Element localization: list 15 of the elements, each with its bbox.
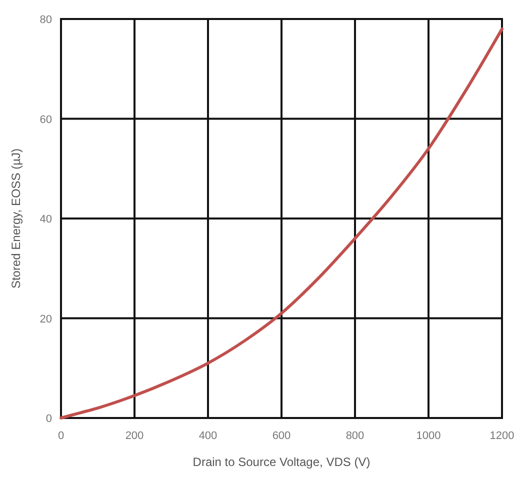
x-tick-label: 800 — [346, 430, 364, 442]
y-tick-label: 0 — [46, 413, 52, 425]
y-tick-label: 40 — [40, 214, 52, 226]
x-tick-label: 600 — [272, 430, 291, 442]
line-series — [60, 27, 504, 420]
x-tick-label: 200 — [125, 430, 144, 442]
y-tick-label: 60 — [40, 114, 52, 126]
x-axis-title: Drain to Source Voltage, VDS (V) — [192, 455, 370, 469]
x-tick-label: 1000 — [416, 430, 441, 442]
x-tick-label: 0 — [58, 430, 64, 442]
y-tick-label: 20 — [40, 313, 52, 326]
x-tick-label: 400 — [198, 430, 218, 442]
y-axis-title: Stored Energy, EOSS (µJ) — [9, 148, 23, 289]
y-tick-label: 80 — [40, 14, 52, 26]
x-tick-label: 1200 — [490, 430, 514, 442]
